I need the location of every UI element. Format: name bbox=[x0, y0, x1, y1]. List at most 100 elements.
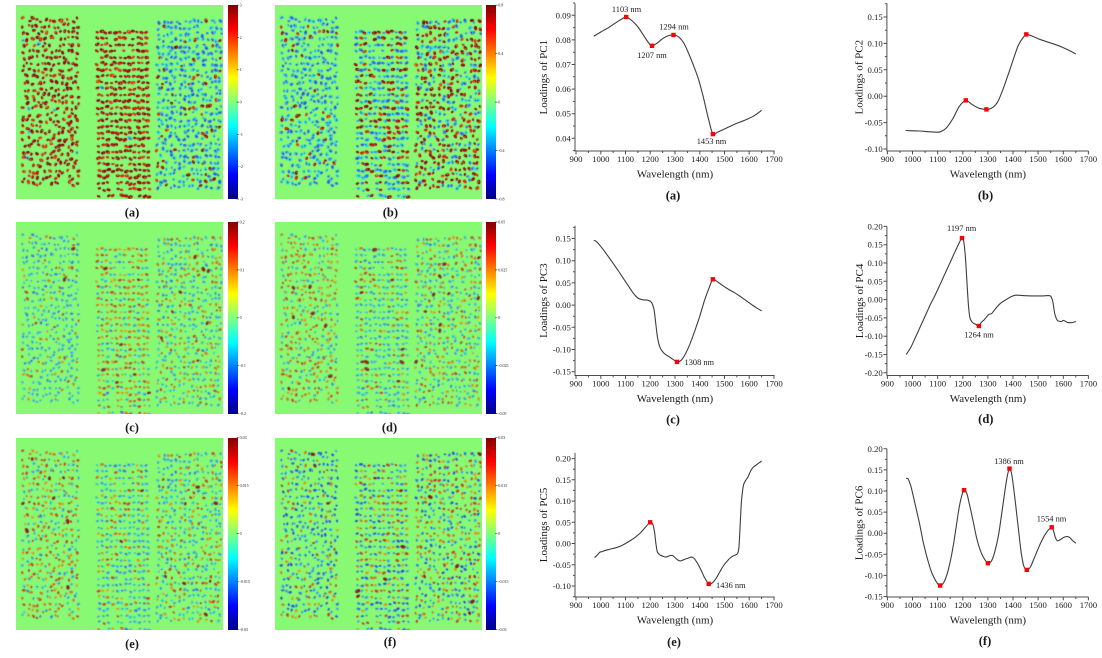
svg-text:(f): (f) bbox=[384, 635, 397, 649]
svg-text:Wavelength (nm): Wavelength (nm) bbox=[950, 169, 1027, 181]
svg-text:0.05: 0.05 bbox=[556, 517, 571, 527]
svg-text:1300: 1300 bbox=[979, 379, 997, 389]
svg-text:-0.15: -0.15 bbox=[553, 367, 571, 377]
svg-text:Loadings of PC3: Loadings of PC3 bbox=[538, 263, 550, 338]
svg-text:0: 0 bbox=[498, 100, 500, 105]
svg-text:1400: 1400 bbox=[1004, 379, 1022, 389]
svg-text:1308 nm: 1308 nm bbox=[685, 358, 715, 367]
svg-text:(f): (f) bbox=[979, 634, 992, 648]
svg-text:1200: 1200 bbox=[642, 154, 660, 164]
svg-text:0.03: 0.03 bbox=[240, 435, 247, 440]
svg-text:1100: 1100 bbox=[929, 154, 947, 164]
svg-text:1200: 1200 bbox=[954, 600, 972, 610]
svg-text:1400: 1400 bbox=[691, 600, 709, 610]
svg-text:-0.15: -0.15 bbox=[865, 350, 883, 360]
svg-text:-0.05: -0.05 bbox=[553, 322, 571, 332]
svg-text:-0.1: -0.1 bbox=[240, 363, 246, 368]
svg-text:1300: 1300 bbox=[666, 600, 684, 610]
svg-text:1700: 1700 bbox=[765, 379, 783, 389]
svg-text:1300: 1300 bbox=[666, 154, 684, 164]
svg-text:1500: 1500 bbox=[1029, 154, 1047, 164]
svg-text:-0.05: -0.05 bbox=[498, 411, 506, 416]
svg-text:0.8: 0.8 bbox=[498, 3, 503, 8]
svg-text:1200: 1200 bbox=[642, 600, 660, 610]
svg-text:0.00: 0.00 bbox=[867, 295, 883, 305]
svg-text:1600: 1600 bbox=[1055, 379, 1073, 389]
svg-text:-0.015: -0.015 bbox=[240, 579, 250, 584]
svg-text:1700: 1700 bbox=[1080, 600, 1098, 610]
svg-text:(d): (d) bbox=[978, 412, 993, 426]
svg-text:1000: 1000 bbox=[592, 154, 610, 164]
svg-text:Wavelength (nm): Wavelength (nm) bbox=[637, 169, 714, 181]
svg-text:1600: 1600 bbox=[741, 600, 759, 610]
svg-text:0.20: 0.20 bbox=[556, 454, 572, 464]
svg-text:-0.2: -0.2 bbox=[240, 411, 246, 416]
svg-text:Loadings of PC5: Loadings of PC5 bbox=[538, 487, 550, 562]
svg-text:0.1: 0.1 bbox=[240, 267, 245, 272]
svg-text:-0.15: -0.15 bbox=[865, 592, 883, 602]
svg-text:1200: 1200 bbox=[642, 379, 660, 389]
svg-text:0.15: 0.15 bbox=[556, 234, 571, 244]
svg-text:-0.20: -0.20 bbox=[865, 368, 884, 378]
svg-text:0.015: 0.015 bbox=[240, 483, 249, 488]
svg-text:1300: 1300 bbox=[979, 154, 997, 164]
svg-text:1554 nm: 1554 nm bbox=[1037, 515, 1067, 524]
svg-text:(c): (c) bbox=[125, 421, 139, 435]
svg-text:1100: 1100 bbox=[617, 379, 635, 389]
svg-text:1500: 1500 bbox=[716, 379, 734, 389]
svg-text:-0.03: -0.03 bbox=[498, 627, 506, 632]
svg-text:0.025: 0.025 bbox=[498, 267, 507, 272]
svg-text:0.15: 0.15 bbox=[867, 465, 882, 475]
svg-text:1207 nm: 1207 nm bbox=[637, 51, 667, 60]
svg-text:Wavelength (nm): Wavelength (nm) bbox=[637, 615, 714, 627]
svg-text:0.015: 0.015 bbox=[498, 483, 507, 488]
svg-text:1300: 1300 bbox=[979, 600, 997, 610]
svg-text:0.00: 0.00 bbox=[867, 528, 883, 538]
svg-text:Wavelength (nm): Wavelength (nm) bbox=[950, 615, 1027, 627]
svg-text:0.10: 0.10 bbox=[867, 258, 883, 268]
svg-text:-0.10: -0.10 bbox=[865, 331, 884, 341]
svg-text:1600: 1600 bbox=[1055, 154, 1073, 164]
svg-text:0.10: 0.10 bbox=[556, 256, 572, 266]
svg-text:1386 nm: 1386 nm bbox=[994, 457, 1024, 466]
svg-text:1000: 1000 bbox=[904, 600, 922, 610]
svg-text:0: 0 bbox=[240, 100, 242, 105]
svg-text:0.4: 0.4 bbox=[498, 51, 503, 56]
svg-text:0.15: 0.15 bbox=[867, 12, 882, 22]
svg-text:0.10: 0.10 bbox=[867, 486, 883, 496]
svg-text:0.10: 0.10 bbox=[556, 496, 572, 506]
svg-text:1103 nm: 1103 nm bbox=[612, 5, 642, 14]
svg-text:1294 nm: 1294 nm bbox=[659, 23, 689, 32]
svg-text:1600: 1600 bbox=[741, 379, 759, 389]
svg-text:1453 nm: 1453 nm bbox=[697, 137, 727, 146]
svg-text:Wavelength (nm): Wavelength (nm) bbox=[637, 393, 714, 405]
svg-text:0.10: 0.10 bbox=[867, 38, 883, 48]
svg-text:1700: 1700 bbox=[1080, 379, 1098, 389]
svg-text:(b): (b) bbox=[978, 188, 993, 202]
svg-text:0.00: 0.00 bbox=[556, 300, 572, 310]
svg-text:1436 nm: 1436 nm bbox=[716, 581, 746, 590]
svg-text:1700: 1700 bbox=[765, 154, 783, 164]
svg-text:Loadings of PC2: Loadings of PC2 bbox=[854, 40, 866, 115]
svg-text:0.05: 0.05 bbox=[867, 507, 882, 517]
svg-text:0.15: 0.15 bbox=[867, 240, 882, 250]
svg-text:1600: 1600 bbox=[741, 154, 759, 164]
svg-text:1100: 1100 bbox=[929, 600, 947, 610]
svg-text:0.07: 0.07 bbox=[556, 60, 572, 70]
svg-text:0: 0 bbox=[498, 315, 500, 320]
svg-text:1000: 1000 bbox=[904, 379, 922, 389]
svg-text:Wavelength (nm): Wavelength (nm) bbox=[950, 393, 1027, 405]
svg-text:0.20: 0.20 bbox=[867, 221, 883, 231]
svg-text:1100: 1100 bbox=[929, 379, 947, 389]
svg-text:900: 900 bbox=[569, 600, 583, 610]
svg-text:(d): (d) bbox=[382, 420, 397, 434]
svg-text:0.00: 0.00 bbox=[867, 91, 883, 101]
svg-text:0: 0 bbox=[498, 531, 500, 536]
svg-text:-0.05: -0.05 bbox=[865, 313, 883, 323]
svg-text:1197 nm: 1197 nm bbox=[947, 224, 977, 233]
svg-text:1600: 1600 bbox=[1055, 600, 1073, 610]
svg-text:0.06: 0.06 bbox=[556, 84, 572, 94]
svg-text:1400: 1400 bbox=[691, 379, 709, 389]
svg-text:0.05: 0.05 bbox=[556, 278, 571, 288]
svg-text:0.05: 0.05 bbox=[556, 109, 571, 119]
